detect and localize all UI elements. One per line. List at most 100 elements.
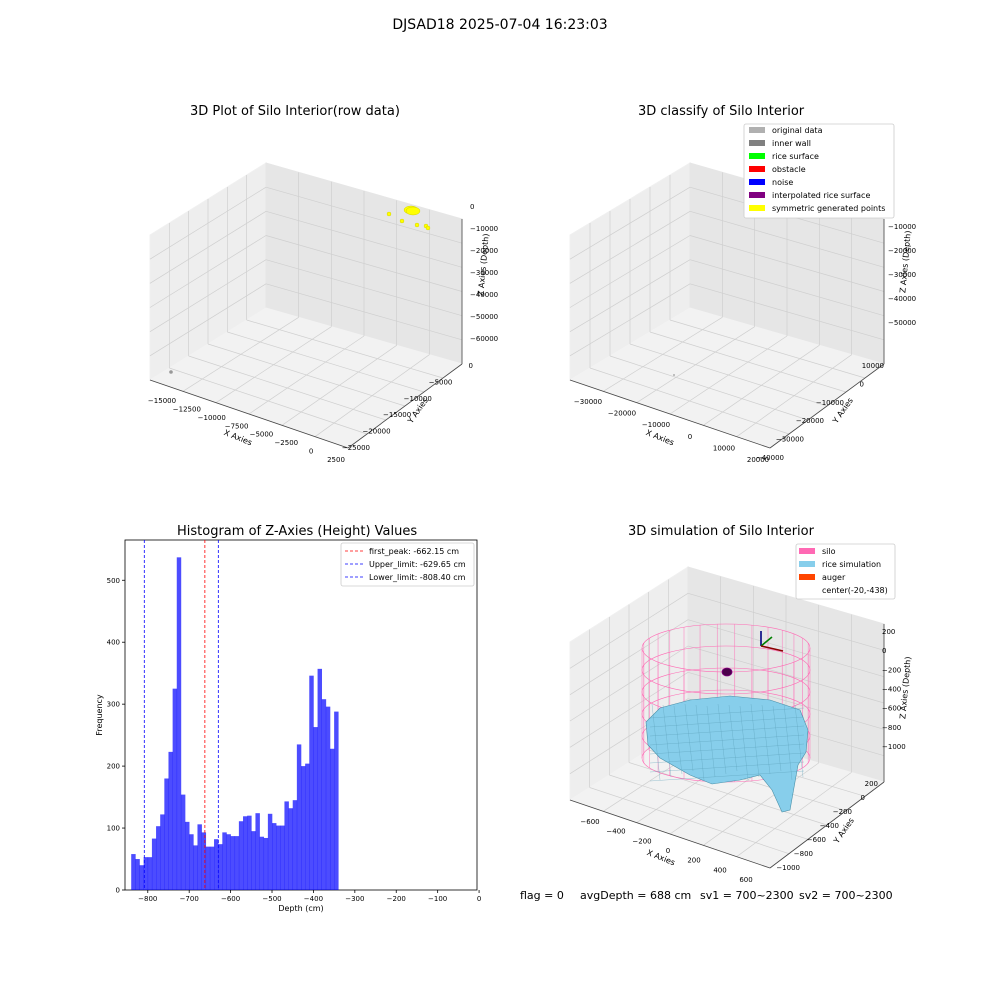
status-sv1: sv1 = 700~2300 <box>700 889 794 902</box>
y-axis-label: Y Axies <box>831 816 856 846</box>
x-axis-label: X Axies <box>645 428 676 447</box>
x-tick-label: −400 <box>304 895 323 903</box>
histogram-bar <box>292 800 298 890</box>
data-point <box>386 211 392 217</box>
data-point <box>405 206 421 216</box>
z-axis-label: Z Axies (Depth) <box>476 233 490 296</box>
gridline <box>314 354 430 437</box>
data-point <box>673 374 675 376</box>
histogram-bar <box>334 711 339 890</box>
y-tick-label: 100 <box>107 825 120 833</box>
z-tick-label: −40000 <box>470 291 498 299</box>
z-axis-label: Z Axies (Depth) <box>898 230 912 293</box>
x-tick-label: 20000 <box>747 456 769 464</box>
gridline <box>736 772 852 857</box>
histogram-bar <box>209 846 215 890</box>
histogram-bar <box>238 821 244 890</box>
y-tick-label: −10000 <box>404 395 432 403</box>
histogram-bar <box>280 825 285 890</box>
rice-mesh <box>695 704 705 781</box>
y-tick-label: −25000 <box>342 444 370 452</box>
orientation-y <box>760 636 773 647</box>
legend-swatch <box>799 574 815 580</box>
y-tick-label: 0 <box>861 794 865 802</box>
histogram-bar <box>272 823 277 890</box>
histogram-bar <box>197 824 202 890</box>
legend-label: rice surface <box>772 152 819 161</box>
rice-mesh <box>649 770 805 782</box>
x-tick-label: −30000 <box>574 398 602 406</box>
histogram-bar <box>172 688 178 890</box>
z-tick-label: −30000 <box>888 271 916 279</box>
histogram-bar <box>135 859 140 890</box>
z-tick-label: −200 <box>882 666 901 674</box>
histogram-bar <box>226 834 231 890</box>
y-tick-label: −600 <box>807 836 826 844</box>
legend-swatch <box>749 192 765 198</box>
legend-box <box>795 543 896 600</box>
gridline <box>265 186 463 244</box>
x-axis-line <box>569 379 771 449</box>
y-tick-label: −30000 <box>776 436 804 444</box>
z-tick-label: −40000 <box>888 295 916 303</box>
histogram-bar <box>189 834 194 890</box>
y-tick-label: −1000 <box>776 864 800 872</box>
x-tick-label: −600 <box>580 818 599 826</box>
x-axis-line <box>569 799 771 869</box>
panel1-title: 3D Plot of Silo Interior(row data) <box>190 104 400 119</box>
y-tick-label: 0 <box>116 887 120 895</box>
gridline <box>687 592 885 651</box>
orientation-x <box>760 645 784 652</box>
x-tick-label: 400 <box>713 866 726 874</box>
x-tick-label: −10000 <box>642 421 670 429</box>
histogram-bar <box>139 865 144 890</box>
legend-label: noise <box>772 178 793 187</box>
x-tick-label: −200 <box>632 837 651 845</box>
y-tick-label: −10000 <box>816 399 844 407</box>
z-tick-label: −30000 <box>470 269 498 277</box>
histogram-bar <box>151 838 157 890</box>
rice-mesh <box>649 725 805 737</box>
x-tick-label: 600 <box>739 876 752 884</box>
legend-swatch <box>749 179 765 185</box>
x-tick-label: −7500 <box>225 422 249 430</box>
rice-mesh <box>649 761 805 773</box>
rice-mesh <box>739 705 749 781</box>
rice-mesh <box>761 704 771 775</box>
histogram-bar <box>180 794 186 890</box>
histogram-bar <box>230 836 236 890</box>
y-tick-label: −400 <box>820 822 839 830</box>
panel3-title: Histogram of Z-Axies (Height) Values <box>177 524 418 539</box>
legend-label: interpolated rice surface <box>772 191 870 200</box>
y-tick-label: 200 <box>865 780 878 788</box>
status-flag: flag = 0 <box>520 889 564 902</box>
legend-swatch <box>749 140 765 146</box>
histogram-bar <box>131 854 136 890</box>
z-tick-label: −20000 <box>470 247 498 255</box>
figure-title: DJSAD18 2025-07-04 16:23:03 <box>392 17 608 33</box>
histogram-bar <box>301 766 306 890</box>
histogram-bar <box>313 727 318 890</box>
legend-swatch <box>749 127 765 133</box>
x-tick-label: −800 <box>138 895 157 903</box>
legend-box <box>743 123 895 219</box>
histogram-bar <box>214 839 219 890</box>
rice-mesh <box>673 705 683 775</box>
y-tick-label: −15000 <box>383 411 411 419</box>
z-tick-label: −60000 <box>470 335 498 343</box>
legend-label: symmetric generated points <box>772 204 885 213</box>
x-tick-label: −300 <box>345 895 364 903</box>
y-tick-label: −20000 <box>362 428 390 436</box>
y-tick-label: −20000 <box>796 417 824 425</box>
legend-swatch <box>799 548 815 554</box>
y-tick-label: 10000 <box>862 362 884 370</box>
rice-mesh <box>717 703 727 775</box>
legend-label: inner wall <box>772 139 811 148</box>
z-tick-label: −600 <box>882 705 901 713</box>
panel4-title: 3D simulation of Silo Interior <box>628 524 814 539</box>
histogram-bar <box>234 836 240 890</box>
legend-label: silo <box>822 547 836 556</box>
histogram-bar <box>201 832 207 890</box>
histogram-bar <box>251 831 256 890</box>
x-tick-label: −700 <box>180 895 199 903</box>
